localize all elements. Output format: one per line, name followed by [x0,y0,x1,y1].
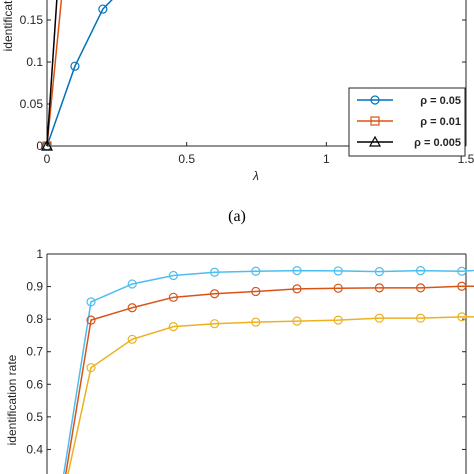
bottom-series-point-2 [416,313,426,323]
top-y-tick-label: 0.05 [20,97,44,111]
bottom-series-point-1 [416,283,426,293]
bottom-series-point-0 [416,266,426,276]
top-series-line-2 [46,0,58,147]
bottom-y-tick-label: 0.8 [26,312,43,326]
caption-a: (a) [228,208,246,225]
top-y-tick-label: 0.15 [20,13,44,27]
bottom-series-point-2 [86,363,96,373]
bottom-series-point-1 [210,289,220,299]
bottom-plot-area [46,253,474,474]
bottom-series-point-2 [333,315,343,325]
bottom-y-tick-label: 0.9 [26,280,43,294]
bottom-series-point-2 [374,313,384,323]
top-y-tick-label: 0 [36,139,43,153]
bottom-y-tick-label: 1 [36,247,43,261]
bottom-series-point-0 [210,267,220,277]
top-y-tick-label: 0.1 [26,55,43,69]
top-x-tick-label: 0 [44,152,51,166]
top-legend-marker-1 [370,116,380,126]
bottom-series-line-0 [62,269,474,474]
top-legend-label-1: ρ = 0.01 [420,116,461,128]
bottom-y-tick-label: 0.4 [26,442,43,456]
top-x-tick-label: 1 [323,152,330,166]
bottom-series-point-2 [251,317,261,327]
bottom-series-line-2 [67,316,474,474]
top-series-line-0 [46,0,113,147]
bottom-series-point-1 [168,292,178,302]
bottom-series-point-2 [127,334,137,344]
bottom-series-point-0 [374,266,384,277]
bottom-series-point-2 [210,319,220,329]
top-series-point-0 [70,61,80,71]
top-series-point-0 [98,4,108,14]
bottom-chart: 0.4 0.5 0.6 0.7 0.8 0.9 1 identification rate [5,247,474,474]
bottom-series-point-1 [457,281,467,291]
bottom-series-point-2 [292,316,302,326]
bottom-y-axis-title: identification rate [5,354,19,445]
bottom-series-point-1 [374,283,384,293]
bottom-series-point-0 [457,266,467,276]
bottom-series-point-1 [127,303,137,313]
top-x-axis-title: λ [252,169,259,183]
bottom-series-line-1 [65,285,474,474]
top-y-axis-title: identification [1,0,15,51]
top-legend-marker-2 [368,135,382,147]
bottom-series-point-2 [457,312,467,322]
bottom-y-tick-label: 0.7 [26,345,43,359]
top-chart: 00.511.500.050.10.150.2 λ identification… [1,0,474,183]
bottom-series-point-0 [292,266,302,276]
top-legend-marker-0 [370,95,380,105]
bottom-y-tick-label: 0.6 [26,377,43,391]
bottom-series-point-1 [86,315,96,325]
bottom-series-point-0 [251,266,261,276]
top-legend: ρ = 0.05 ρ = 0.01 ρ = 0.005 [348,87,466,157]
top-series-point-2 [40,139,54,151]
top-series-line-1 [46,0,63,147]
bottom-series-point-0 [168,270,178,281]
bottom-series-point-0 [127,279,137,289]
bottom-series-point-1 [251,286,261,297]
top-legend-label-2: ρ = 0.005 [414,137,461,149]
bottom-series-point-2 [168,322,178,332]
top-x-tick-label: 0.5 [178,152,195,166]
top-legend-label-0: ρ = 0.05 [420,95,461,107]
bottom-series-point-1 [333,283,343,293]
bottom-series-point-0 [333,266,343,276]
bottom-y-tick-label: 0.5 [26,410,43,424]
bottom-series-point-1 [292,284,302,294]
bottom-tick-labels: 0.4 0.5 0.6 0.7 0.8 0.9 1 [26,247,43,456]
bottom-series-point-0 [86,297,96,307]
